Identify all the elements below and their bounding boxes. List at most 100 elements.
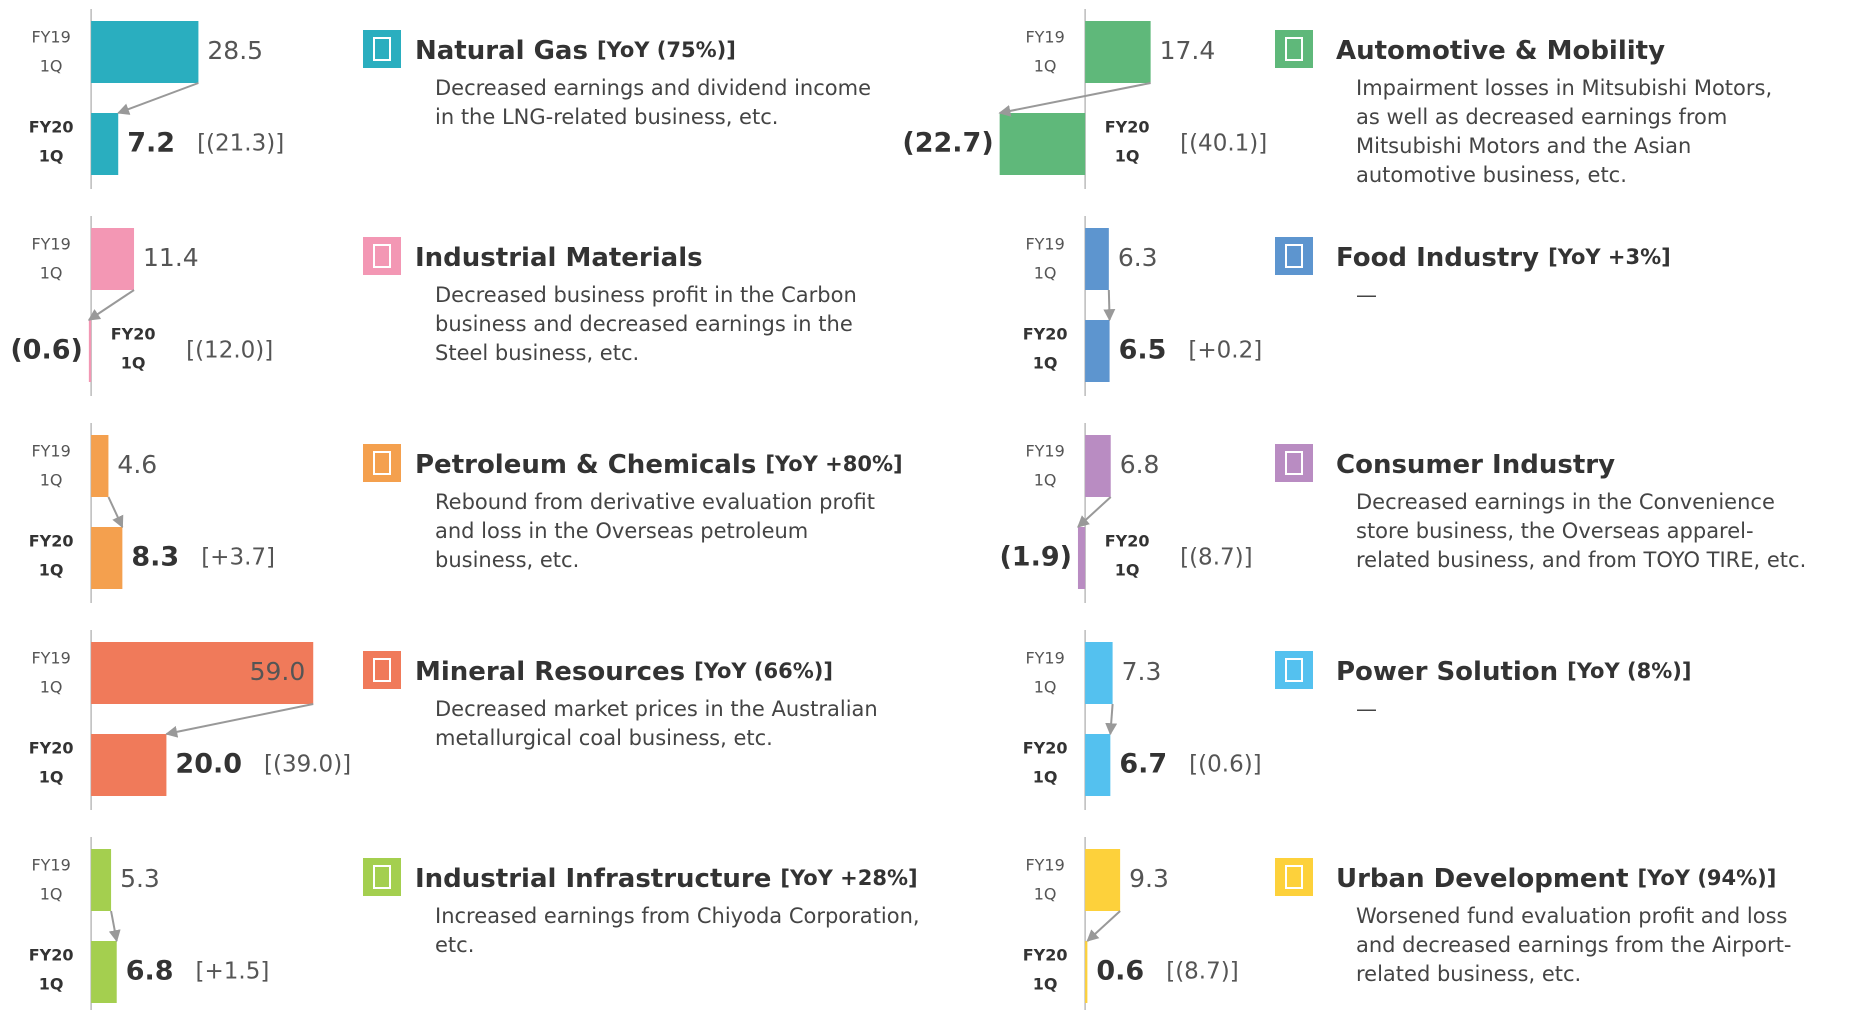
bar bbox=[1085, 435, 1111, 497]
category-label: 1Q bbox=[121, 354, 146, 373]
bar bbox=[91, 113, 119, 175]
segment-icon bbox=[363, 444, 401, 482]
description-line: Decreased business profit in the Carbon bbox=[435, 283, 857, 307]
segment-icon-glyph bbox=[373, 865, 391, 889]
yoy-label: [YoY (8%)] bbox=[1567, 659, 1691, 683]
change-label: [(39.0)] bbox=[264, 752, 351, 778]
segment-title: Natural Gas [YoY (75%)] bbox=[415, 36, 736, 66]
bar bbox=[999, 113, 1086, 175]
segment-icon-glyph bbox=[1285, 244, 1303, 268]
segment-panel: FY19 1Q 4.6 FY20 1Q 8.3 [+3.7] Petroleum & Chem… bbox=[29, 423, 903, 603]
category-label: FY19 bbox=[31, 649, 70, 668]
segment-panel: FY19 1Q 9.3 FY20 1Q 0.6 [(8.7)] Urban Developme… bbox=[1023, 837, 1791, 1010]
change-label: [(0.6)] bbox=[1189, 752, 1261, 778]
change-arrow bbox=[1105, 703, 1118, 736]
change-arrow bbox=[165, 703, 314, 738]
value-label: 11.4 bbox=[143, 243, 199, 272]
segment-icon bbox=[1275, 444, 1313, 482]
category-label: FY19 bbox=[1025, 856, 1064, 875]
bar bbox=[91, 228, 135, 290]
bar bbox=[91, 527, 123, 589]
yoy-label: [YoY (75%)] bbox=[597, 38, 736, 62]
segment-icon bbox=[1275, 651, 1313, 689]
description-line: related business, etc. bbox=[1356, 962, 1581, 986]
bar bbox=[1085, 849, 1121, 911]
description-line: and decreased earnings from the Airport- bbox=[1356, 933, 1791, 957]
segment-name: Industrial Infrastructure bbox=[415, 864, 771, 894]
value-label: 6.3 bbox=[1118, 243, 1158, 272]
segment-name: Mineral Resources bbox=[415, 657, 685, 687]
category-label: FY20 bbox=[1023, 739, 1068, 758]
segment-title: Mineral Resources [YoY (66%)] bbox=[415, 657, 833, 687]
value-label: 17.4 bbox=[1160, 36, 1216, 65]
segment-icon bbox=[363, 30, 401, 68]
category-label: FY19 bbox=[31, 235, 70, 254]
change-label: [(12.0)] bbox=[186, 338, 273, 364]
segment-panel: FY19 1Q 6.3 FY20 1Q 6.5 [+0.2] Food Industry [Yo… bbox=[1023, 216, 1671, 396]
category-label: FY20 bbox=[29, 739, 74, 758]
segment-name: Urban Development bbox=[1336, 864, 1629, 894]
category-label: 1Q bbox=[1034, 264, 1057, 283]
category-label: FY20 bbox=[29, 532, 74, 551]
change-label: [(8.7)] bbox=[1180, 545, 1252, 571]
yoy-label: [YoY +3%] bbox=[1548, 245, 1671, 269]
description-line: in the LNG-related business, etc. bbox=[435, 105, 778, 129]
category-label: 1Q bbox=[40, 57, 63, 76]
change-arrow bbox=[87, 289, 135, 321]
description-line: etc. bbox=[435, 933, 474, 957]
category-label: FY19 bbox=[1025, 28, 1064, 47]
description-line: — bbox=[1356, 283, 1377, 307]
segment-name: Natural Gas bbox=[415, 36, 588, 66]
description-line: Decreased earnings in the Convenience bbox=[1356, 490, 1775, 514]
segment-name: Automotive & Mobility bbox=[1336, 36, 1665, 66]
description-line: Impairment losses in Mitsubishi Motors, bbox=[1356, 76, 1772, 100]
change-arrow bbox=[117, 82, 199, 115]
description-line: Increased earnings from Chiyoda Corporat… bbox=[435, 904, 920, 928]
description-line: business, etc. bbox=[435, 548, 579, 572]
segment-title: Industrial Infrastructure [YoY +28%] bbox=[415, 864, 918, 894]
category-label: 1Q bbox=[40, 678, 63, 697]
description-line: Worsened fund evaluation profit and loss bbox=[1356, 904, 1788, 928]
segment-title: Urban Development [YoY (94%)] bbox=[1336, 864, 1776, 894]
category-label: FY20 bbox=[111, 325, 156, 344]
value-label: 4.6 bbox=[117, 450, 157, 479]
yoy-label: [YoY +80%] bbox=[765, 452, 902, 476]
segment-panel: FY19 1Q 6.8 FY20 1Q (1.9) [(8.7)] Consumer Indu… bbox=[999, 423, 1806, 603]
description-line: — bbox=[1356, 697, 1377, 721]
value-label: 7.3 bbox=[1122, 657, 1162, 686]
segment-icon bbox=[1275, 237, 1313, 275]
segment-icon bbox=[363, 858, 401, 896]
segment-icon-glyph bbox=[1285, 658, 1303, 682]
description-line: related business, and from TOYO TIRE, et… bbox=[1356, 548, 1806, 572]
category-label: 1Q bbox=[39, 975, 64, 994]
segment-panel: FY19 1Q 11.4 FY20 1Q (0.6) [(12.0)] Industrial … bbox=[10, 216, 857, 396]
value-label: 0.6 bbox=[1096, 956, 1144, 987]
segment-name: Consumer Industry bbox=[1336, 450, 1615, 480]
category-label: FY20 bbox=[29, 118, 74, 137]
category-label: 1Q bbox=[1033, 975, 1058, 994]
bar bbox=[1085, 642, 1113, 704]
segment-icon-glyph bbox=[373, 451, 391, 475]
yoy-label: [YoY +28%] bbox=[780, 866, 917, 890]
change-arrow bbox=[1077, 496, 1112, 528]
segment-icon bbox=[363, 651, 401, 689]
value-label: (22.7) bbox=[902, 128, 993, 159]
category-label: 1Q bbox=[1033, 354, 1058, 373]
category-label: 1Q bbox=[39, 768, 64, 787]
category-label: 1Q bbox=[1034, 471, 1057, 490]
category-label: FY19 bbox=[1025, 649, 1064, 668]
value-label: 59.0 bbox=[250, 657, 306, 686]
category-label: 1Q bbox=[40, 471, 63, 490]
value-label: 6.8 bbox=[1120, 450, 1160, 479]
category-label: FY20 bbox=[1023, 325, 1068, 344]
value-label: 6.8 bbox=[126, 956, 174, 987]
category-label: FY19 bbox=[31, 28, 70, 47]
bar bbox=[1085, 21, 1151, 83]
value-label: (0.6) bbox=[10, 335, 83, 366]
segment-name: Industrial Materials bbox=[415, 243, 703, 273]
bar bbox=[91, 435, 109, 497]
segment-title: Consumer Industry bbox=[1336, 450, 1615, 480]
value-label: 20.0 bbox=[175, 749, 242, 780]
segment-icon bbox=[1275, 858, 1313, 896]
value-label: 6.7 bbox=[1119, 749, 1167, 780]
